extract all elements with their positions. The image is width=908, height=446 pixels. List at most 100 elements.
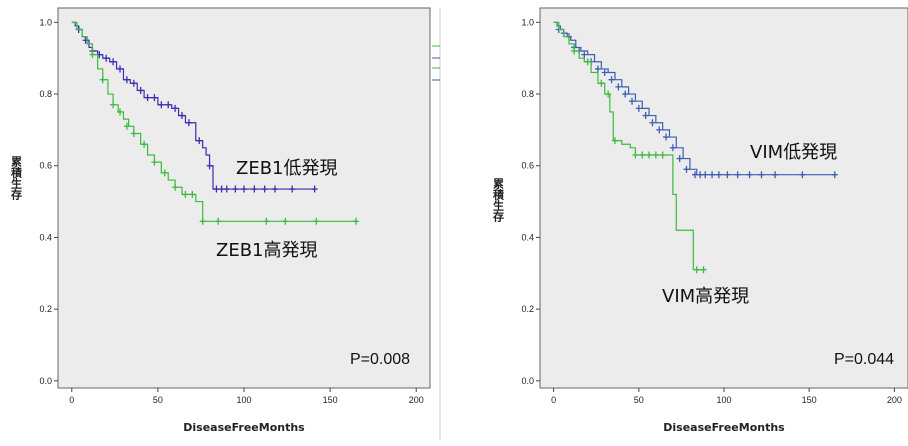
censor-mark xyxy=(746,171,753,179)
censor-mark xyxy=(130,79,137,87)
x-tick-label: 0 xyxy=(69,395,74,405)
censor-mark xyxy=(652,151,659,159)
censor-mark xyxy=(144,94,151,102)
x-tick-label: 0 xyxy=(551,395,556,405)
censor-mark xyxy=(261,185,268,193)
censor-mark xyxy=(313,217,320,225)
y-tick-label: 0.4 xyxy=(39,232,52,242)
series-line-1 xyxy=(553,21,704,271)
y-tick-label: 0.4 xyxy=(521,232,534,242)
x-axis-title: DiseaseFreeMonths xyxy=(663,421,785,434)
censor-mark xyxy=(123,122,130,130)
y-tick-label: 0.2 xyxy=(39,304,52,314)
y-tick-label: 0.6 xyxy=(39,161,52,171)
y-tick-label: 0.0 xyxy=(39,376,52,386)
x-ticks: 0 50 100 150 200 xyxy=(69,388,424,405)
p-value: P=0.044 xyxy=(834,351,894,368)
censor-mark xyxy=(758,171,765,179)
y-tick-label: 0.0 xyxy=(521,376,534,386)
plot-area xyxy=(539,7,908,389)
y-tick-label: 0.8 xyxy=(39,89,52,99)
censor-mark xyxy=(683,165,690,173)
censor-mark xyxy=(584,58,591,66)
series-layer xyxy=(71,21,359,225)
censor-mark xyxy=(598,79,605,87)
censor-mark xyxy=(639,151,646,159)
censor-mark xyxy=(581,51,588,59)
censor-mark xyxy=(663,133,670,141)
x-tick-label: 150 xyxy=(802,395,817,405)
y-tick-label: 0.2 xyxy=(521,304,534,314)
censor-mark xyxy=(199,217,206,225)
censor-mark xyxy=(649,119,656,127)
censor-mark xyxy=(151,94,158,102)
censor-mark xyxy=(241,185,247,193)
annotation-low: VIM低発現 xyxy=(750,142,837,163)
censor-mark xyxy=(709,171,716,179)
censor-mark xyxy=(697,171,704,179)
censor-mark xyxy=(611,137,618,145)
plot-area xyxy=(57,7,431,389)
censor-mark xyxy=(179,112,185,120)
censor-mark xyxy=(172,104,179,112)
censor-mark xyxy=(629,97,635,105)
censor-mark xyxy=(272,185,278,193)
censor-mark xyxy=(669,144,676,152)
censor-mark xyxy=(601,69,608,77)
y-ticks: 0.0 0.2 0.4 0.6 0.8 1.0 xyxy=(39,17,58,386)
censor-mark xyxy=(213,185,220,193)
censor-mark xyxy=(185,119,192,127)
series-layer xyxy=(553,21,838,274)
x-tick-label: 50 xyxy=(153,395,163,405)
censor-mark xyxy=(734,171,741,179)
annotation-high: ZEB1高発現 xyxy=(216,240,318,261)
censor-mark xyxy=(676,155,683,163)
x-tick-label: 100 xyxy=(236,395,251,405)
series-line-1 xyxy=(71,21,356,222)
censor-mark xyxy=(158,101,165,109)
x-tick-label: 200 xyxy=(409,395,424,405)
censor-mark xyxy=(646,151,653,159)
censor-mark xyxy=(130,129,137,137)
x-tick-label: 150 xyxy=(323,395,338,405)
chart-zeb1: 0 50 100 150 200 0.0 0.2 0.4 0.6 0.8 1.0 DiseaseF… xyxy=(10,7,441,440)
censor-mark xyxy=(571,47,578,55)
censor-mark xyxy=(632,151,639,159)
censor-mark xyxy=(608,76,615,84)
censor-mark xyxy=(110,58,117,66)
censor-mark xyxy=(103,54,110,62)
censor-mark xyxy=(692,171,699,179)
y-axis-title: 累積生存 xyxy=(10,156,24,201)
y-tick-label: 1.0 xyxy=(39,17,52,27)
censor-mark xyxy=(110,101,117,109)
censor-mark xyxy=(642,112,649,120)
censor-mark xyxy=(831,171,838,179)
censor-mark xyxy=(605,90,612,98)
censor-mark xyxy=(724,171,731,179)
chart-vim: 0 50 100 150 200 0.0 0.2 0.4 0.6 0.8 1.0 DiseaseF… xyxy=(492,7,908,434)
censor-mark xyxy=(117,108,123,116)
censor-mark xyxy=(137,86,144,94)
censor-mark xyxy=(289,185,296,193)
censor-mark xyxy=(251,185,258,193)
censor-mark xyxy=(282,217,289,225)
x-tick-label: 50 xyxy=(634,395,644,405)
censor-mark xyxy=(311,185,318,193)
censor-mark xyxy=(117,65,123,73)
censor-mark xyxy=(352,217,359,225)
y-tick-label: 0.6 xyxy=(521,161,534,171)
censor-mark xyxy=(196,137,203,145)
censor-mark xyxy=(659,151,666,159)
censor-mark xyxy=(700,266,707,274)
x-tick-label: 100 xyxy=(716,395,731,405)
censor-mark xyxy=(702,171,709,179)
annotation-low: ZEB1低発現 xyxy=(236,158,338,179)
y-tick-label: 0.8 xyxy=(521,89,534,99)
x-axis-title: DiseaseFreeMonths xyxy=(183,421,305,434)
censor-mark xyxy=(161,169,168,177)
censor-mark xyxy=(223,185,230,193)
censor-mark xyxy=(206,162,213,170)
censor-mark xyxy=(151,158,158,166)
censor-mark xyxy=(263,217,270,225)
